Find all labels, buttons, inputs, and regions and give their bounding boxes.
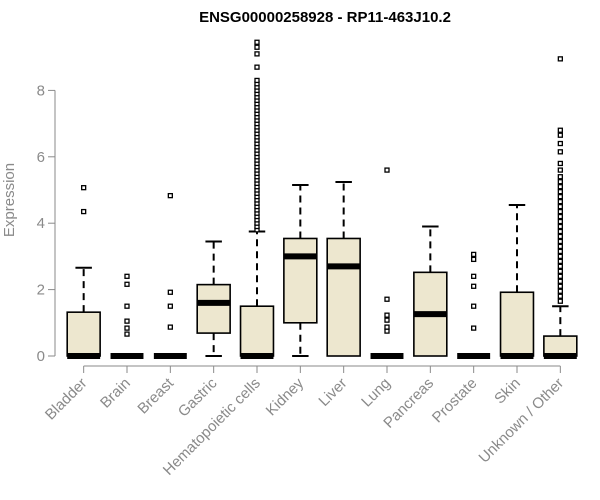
outlier-point	[124, 325, 130, 331]
outlier-point	[557, 253, 563, 260]
box-skin	[499, 203, 535, 359]
outlier-point	[254, 39, 260, 45]
outlier-point	[254, 77, 260, 84]
outlier-point	[167, 289, 173, 295]
outlier-point	[557, 167, 563, 173]
x-tick-label: Brain	[97, 375, 134, 412]
outlier-point	[384, 317, 390, 323]
outlier-point	[557, 160, 563, 167]
outlier-point	[557, 193, 563, 200]
outlier-point	[124, 273, 130, 279]
outlier-point	[557, 233, 563, 240]
box-prostate	[457, 251, 491, 359]
outlier-point	[124, 331, 130, 337]
outlier-point	[167, 192, 173, 199]
outlier-point	[254, 51, 260, 57]
box-iqr	[326, 237, 361, 357]
y-tick-label: 6	[37, 149, 45, 166]
outlier-point	[557, 248, 563, 255]
outlier-point	[384, 167, 390, 173]
outlier-point	[167, 303, 173, 309]
box-bladder	[66, 185, 101, 359]
box-iqr	[239, 305, 275, 357]
chart-title: ENSG00000258928 - RP11-463J10.2	[199, 9, 451, 26]
outlier-point	[557, 179, 563, 185]
outlier-point	[471, 303, 477, 309]
y-tick-label: 4	[37, 215, 45, 232]
outlier-point	[254, 44, 260, 50]
outlier-point	[384, 324, 390, 330]
box-breast	[153, 192, 187, 359]
outlier-point	[167, 324, 173, 330]
outlier-point	[557, 208, 563, 215]
y-tick-label: 0	[37, 348, 45, 365]
x-tick-label: Skin	[491, 375, 524, 408]
y-axis-label: Expression	[1, 163, 18, 237]
outlier-point	[557, 293, 563, 299]
box-iqr	[66, 311, 101, 357]
outlier-point	[557, 56, 563, 62]
box-iqr	[283, 237, 318, 324]
x-tick-label: Lung	[358, 375, 394, 411]
outlier-point	[557, 132, 563, 138]
outlier-point	[81, 185, 87, 191]
outlier-point	[471, 256, 477, 263]
outlier-point	[471, 283, 477, 289]
outlier-point	[557, 203, 563, 210]
box-group	[66, 39, 578, 359]
box-pancreas	[413, 225, 448, 357]
box-iqr	[196, 283, 231, 334]
outlier-point	[557, 278, 563, 284]
x-tick-label: Kidney	[263, 374, 308, 419]
outlier-point	[384, 296, 390, 302]
box-kidney	[283, 184, 318, 357]
outlier-point	[81, 208, 87, 215]
box-hematopoietic-cells	[239, 39, 275, 359]
x-tick-label: Breast	[134, 374, 177, 417]
outlier-point	[471, 251, 477, 258]
box-unknown-other	[543, 56, 578, 359]
outlier-point	[557, 218, 563, 225]
outlier-point	[557, 283, 563, 289]
y-tick-label: 8	[37, 82, 45, 99]
outlier-point	[557, 228, 563, 235]
outlier-point	[557, 243, 563, 250]
outlier-point	[124, 318, 130, 324]
box-liver	[326, 181, 361, 357]
outlier-point	[557, 238, 563, 245]
y-tick-label: 2	[37, 282, 45, 299]
outlier-point	[557, 184, 563, 190]
outlier-point	[124, 303, 130, 309]
outlier-point	[557, 273, 563, 279]
outlier-point	[557, 213, 563, 220]
outlier-point	[471, 273, 477, 279]
y-axis: 0 2 4 6 8	[37, 82, 56, 365]
outlier-point	[557, 127, 563, 133]
box-gastric	[196, 240, 231, 357]
outlier-point	[557, 268, 563, 274]
outlier-point	[557, 288, 563, 294]
outlier-point	[384, 312, 390, 318]
x-tick-label: Liver	[315, 375, 350, 410]
outlier-point	[557, 263, 563, 270]
box-lung	[370, 167, 404, 359]
outlier-point	[557, 223, 563, 230]
box-brain	[110, 273, 144, 359]
x-tick-label: Prostate	[429, 375, 481, 427]
outlier-point	[557, 198, 563, 205]
x-tick-label: Bladder	[42, 375, 91, 424]
outlier-point	[124, 281, 130, 287]
outlier-point	[557, 189, 563, 195]
outlier-point	[557, 258, 563, 265]
outlier-point	[557, 140, 563, 147]
outlier-point	[254, 64, 260, 70]
outlier-point	[471, 325, 477, 331]
outlier-point	[557, 149, 563, 155]
outlier-point	[557, 298, 563, 304]
box-iqr	[499, 291, 535, 357]
outlier-point	[557, 174, 563, 180]
